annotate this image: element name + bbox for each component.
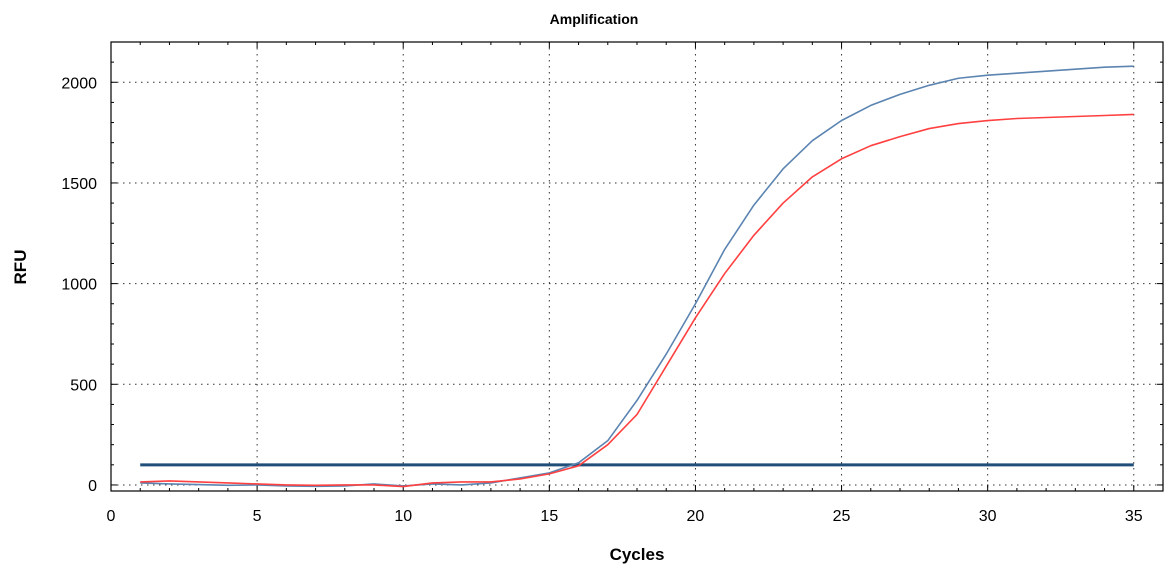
- series-line-2: [140, 113, 1134, 488]
- plot-frame: [110, 41, 1164, 492]
- x-tick-label: 15: [540, 508, 558, 525]
- y-tick-label: 500: [70, 377, 97, 394]
- x-tick-label: 20: [687, 508, 705, 525]
- x-tick-label: 5: [253, 508, 262, 525]
- y-tick-label: 2000: [61, 75, 97, 92]
- y-tick-label: 1000: [61, 277, 97, 294]
- y-axis-label: RFU: [11, 250, 30, 285]
- plot-area: 0 5 10 15 20 25 30 35 0 500 1000 1500 2000: [61, 41, 1164, 525]
- y-tick-label: 0: [88, 478, 97, 495]
- x-tick-label: 10: [394, 508, 412, 525]
- y-tick-label: 1500: [61, 176, 97, 193]
- x-tick-label: 0: [107, 508, 116, 525]
- chart-title: Amplification: [550, 11, 639, 27]
- series-line-1: [140, 65, 1134, 488]
- x-tick-label: 25: [833, 508, 851, 525]
- x-tick-label: 35: [1125, 508, 1143, 525]
- x-tick-label: 30: [979, 508, 997, 525]
- x-axis-label: Cycles: [610, 545, 665, 564]
